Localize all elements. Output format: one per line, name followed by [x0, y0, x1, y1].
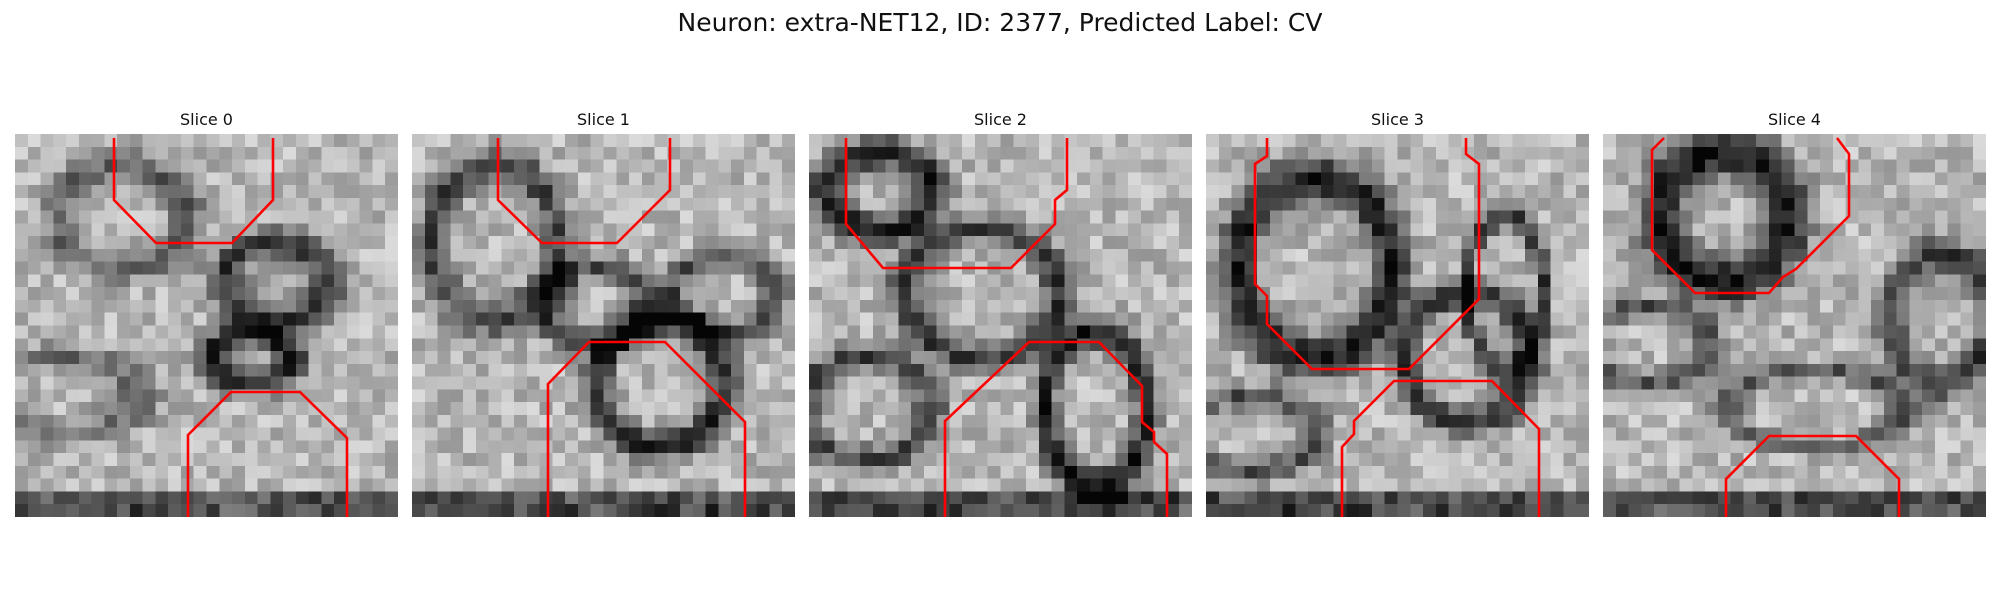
contour-bottom	[1724, 434, 1901, 517]
contour-bottom	[546, 340, 747, 517]
slice-image	[15, 134, 398, 517]
contour-bottom	[186, 390, 349, 517]
contour-overlay	[844, 138, 1169, 517]
contour-overlay	[112, 138, 349, 517]
contour-bottom	[943, 340, 1169, 517]
slice-panel-2: Slice 2	[809, 108, 1192, 517]
slice-panel-0: Slice 0	[15, 108, 398, 517]
contour-overlay	[1253, 138, 1541, 517]
slice-image	[809, 134, 1192, 517]
slice-title: Slice 2	[974, 110, 1027, 129]
contour-overlay	[1650, 137, 1901, 517]
slice-panel-3: Slice 3	[1206, 108, 1589, 517]
slice-panel-1: Slice 1	[412, 108, 795, 517]
slice-title: Slice 3	[1371, 110, 1424, 129]
contour-top	[496, 138, 672, 245]
contour-bottom	[1340, 379, 1541, 517]
slice-title: Slice 4	[1768, 110, 1821, 129]
slice-image	[1603, 134, 1986, 517]
figure-title: Neuron: extra-NET12, ID: 2377, Predicted…	[677, 8, 1323, 37]
contour-left-region	[1253, 138, 1481, 371]
slice-title: Slice 1	[577, 110, 630, 129]
slice-title: Slice 0	[180, 110, 233, 129]
contour-top	[1650, 137, 1851, 295]
contour-top	[844, 138, 1069, 270]
slice-image	[412, 134, 795, 517]
slice-panel-4: Slice 4	[1603, 108, 1986, 517]
contour-overlay	[496, 138, 747, 517]
contour-top	[112, 138, 275, 245]
